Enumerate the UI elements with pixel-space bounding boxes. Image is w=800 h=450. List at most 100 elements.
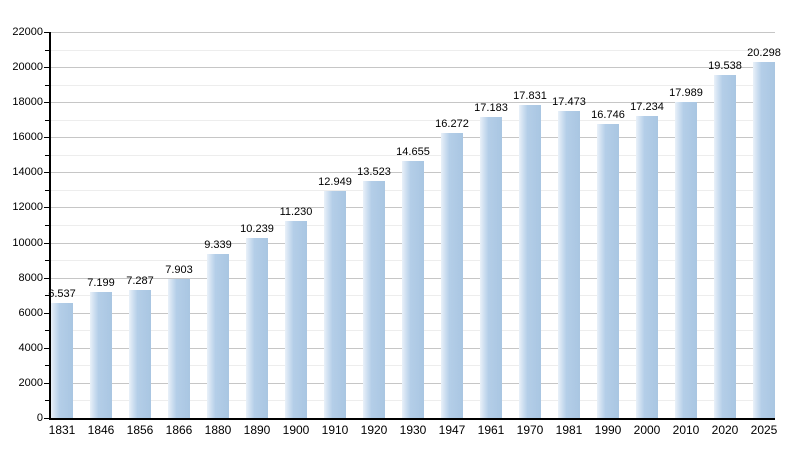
bar-value-label: 17.234: [630, 101, 664, 113]
y-axis-tick: [45, 189, 49, 191]
y-axis-tick-label: 10000: [12, 236, 43, 249]
gridline-major: [51, 67, 775, 69]
y-axis-tick: [45, 84, 49, 86]
bar-value-label: 16.272: [435, 118, 469, 130]
x-axis-tick-label: 1846: [87, 423, 115, 437]
x-axis-tick-label: 2000: [633, 423, 661, 437]
bar-1930: [402, 161, 424, 418]
x-axis-tick-label: 1866: [165, 423, 193, 437]
gridline-minor: [51, 49, 775, 51]
bar-value-label: 17.183: [474, 102, 508, 114]
x-axis-tick-label: 1981: [555, 423, 583, 437]
y-axis-tick-label: 4000: [18, 341, 43, 354]
y-axis-tick: [44, 102, 49, 104]
y-axis-tick-label: 8000: [18, 271, 43, 284]
x-axis-tick-label: 1930: [399, 423, 427, 437]
x-axis-tick-label: 1970: [516, 423, 544, 437]
y-axis-tick: [44, 347, 49, 349]
x-axis-tick-label: 1920: [360, 423, 388, 437]
bar-1970: [519, 105, 541, 418]
y-axis-tick-label: 14000: [12, 166, 43, 179]
y-axis-tick: [45, 260, 49, 262]
y-axis-tick-label: 0: [36, 412, 43, 424]
bar-value-label: 17.831: [513, 90, 547, 102]
bar-2000: [636, 116, 658, 418]
y-axis-tick-label: 20000: [12, 61, 43, 74]
plot-area: 6.537 7.199 7.287 7.903 9.339 10.239 11.230 12.…: [48, 32, 781, 420]
y-axis-tick: [45, 330, 49, 332]
bar-value-label: 12.949: [318, 176, 352, 188]
bar-1990: [597, 124, 619, 418]
y-axis-tick-label: 18000: [12, 96, 43, 109]
gridline-major: [51, 32, 775, 33]
gridline-major: [51, 102, 775, 104]
bar-value-label: 9.339: [204, 239, 232, 251]
bar-2010: [675, 102, 697, 418]
bar-1910: [324, 191, 346, 418]
bar-1961: [480, 117, 502, 418]
gridline-major: [51, 137, 775, 139]
bar-1890: [246, 238, 268, 418]
bar-1856: [129, 290, 151, 418]
y-axis-tick-label: 12000: [12, 201, 43, 214]
y-axis-tick: [44, 207, 49, 209]
x-axis-tick-label: 1900: [282, 423, 310, 437]
y-axis-tick: [44, 137, 49, 139]
bar-1900: [285, 221, 307, 418]
y-axis-tick: [45, 119, 49, 121]
y-axis-tick: [45, 365, 49, 367]
y-axis-tick: [44, 382, 49, 384]
y-axis-tick: [45, 154, 49, 156]
x-axis-tick-label: 1880: [204, 423, 232, 437]
bar-2020: [714, 75, 736, 418]
y-axis-tick: [44, 312, 49, 314]
x-axis-tick-label: 1947: [438, 423, 466, 437]
x-axis-tick-label: 2010: [672, 423, 700, 437]
x-axis-tick-label: 1990: [594, 423, 622, 437]
bar-value-label: 16.746: [591, 109, 625, 121]
bar-value-label: 14.655: [396, 146, 430, 158]
bar-value-label: 13.523: [357, 166, 391, 178]
x-axis-tick-label: 1831: [48, 423, 76, 437]
y-axis-tick: [44, 418, 49, 419]
y-axis-tick: [45, 49, 49, 51]
gridline-minor: [51, 119, 775, 121]
x-axis-tick-label: 2020: [711, 423, 739, 437]
bar-value-label: 17.473: [552, 96, 586, 108]
bar-1866: [168, 279, 190, 418]
y-axis-tick: [45, 225, 49, 226]
x-axis-tick-label: 2025: [750, 423, 778, 437]
y-axis-tick: [44, 32, 49, 33]
x-axis-tick-label: 1910: [321, 423, 349, 437]
bar-value-label: 19.538: [708, 60, 742, 72]
y-axis-tick: [44, 67, 49, 69]
y-axis-tick-label: 16000: [12, 131, 43, 144]
bar-1831: [51, 303, 73, 418]
bar-value-label: 7.287: [126, 275, 154, 287]
bar-value-label: 20.298: [747, 47, 781, 59]
bar-value-label: 6.537: [48, 288, 76, 300]
gridline-minor: [51, 84, 775, 86]
bar-value-label: 7.199: [87, 277, 115, 289]
y-axis-tick: [45, 400, 49, 402]
bar-value-label: 11.230: [279, 206, 313, 218]
bar-1920: [363, 181, 385, 418]
bar-value-label: 7.903: [165, 264, 193, 276]
y-axis-tick-label: 2000: [18, 376, 43, 389]
y-axis-tick-label: 6000: [18, 306, 43, 319]
x-axis-tick-label: 1961: [477, 423, 505, 437]
bar-value-label: 10.239: [240, 223, 274, 235]
y-axis-tick: [44, 277, 49, 279]
y-axis-tick: [45, 295, 49, 297]
y-axis-tick: [44, 242, 49, 244]
x-axis-tick-label: 1856: [126, 423, 154, 437]
bar-2025: [753, 62, 775, 418]
bar-1981: [558, 111, 580, 418]
bar-1947: [441, 133, 463, 418]
gridline-minor: [51, 154, 775, 156]
y-axis-tick: [44, 172, 49, 174]
bar-1846: [90, 292, 112, 418]
x-axis-tick-label: 1890: [243, 423, 271, 437]
y-axis-tick-label: 22000: [12, 26, 43, 38]
